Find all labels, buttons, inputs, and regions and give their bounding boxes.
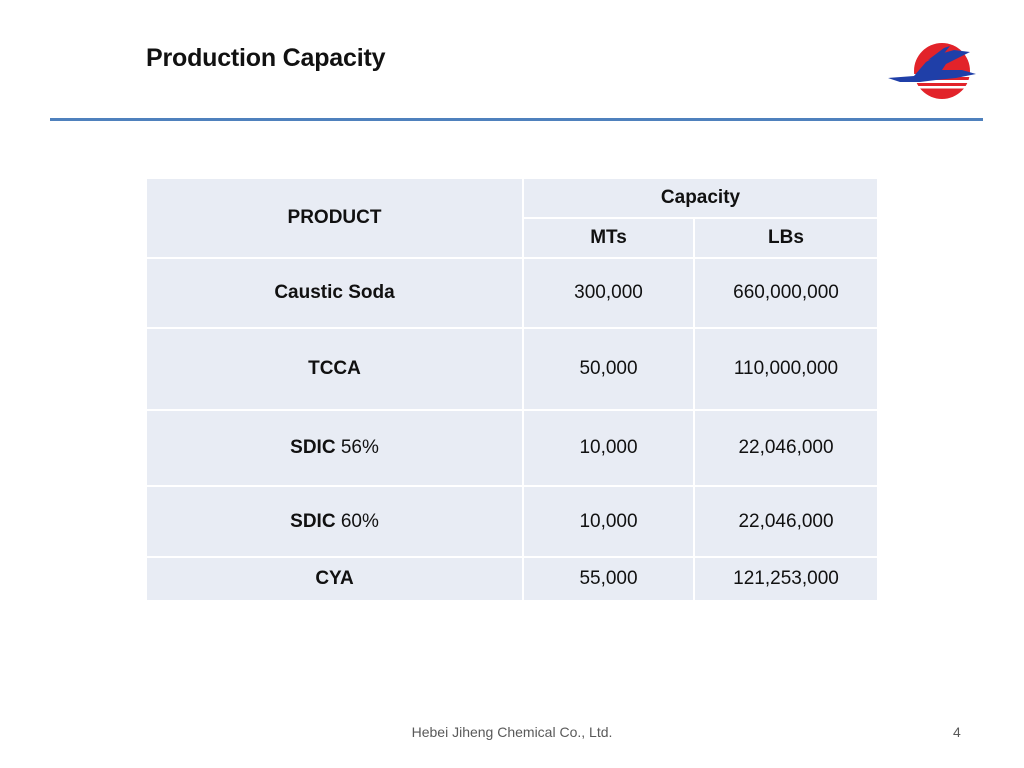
product-cell: Caustic Soda bbox=[145, 257, 524, 329]
lbs-cell: 22,046,000 bbox=[692, 485, 880, 558]
product-cell: SDIC 60% bbox=[145, 485, 524, 558]
product-name: Caustic Soda bbox=[274, 282, 395, 303]
footer-company: Hebei Jiheng Chemical Co., Ltd. bbox=[411, 724, 613, 740]
product-cell: TCCA bbox=[145, 327, 524, 411]
table-row: SDIC 60% 10,000 22,046,000 bbox=[145, 485, 880, 558]
table-row: TCCA 50,000 110,000,000 bbox=[145, 327, 880, 411]
table-row: SDIC 56% 10,000 22,046,000 bbox=[145, 409, 880, 487]
product-name: CYA bbox=[315, 568, 354, 589]
lbs-cell: 121,253,000 bbox=[692, 556, 880, 602]
table-row: CYA 55,000 121,253,000 bbox=[145, 556, 880, 602]
table-header-row: PRODUCT Capacity bbox=[145, 177, 880, 259]
product-suffix: 56% bbox=[335, 437, 379, 458]
table-subheader-row: MTs LBs bbox=[146, 217, 880, 259]
lbs-cell: 110,000,000 bbox=[692, 327, 880, 411]
mts-cell: 55,000 bbox=[522, 556, 695, 602]
title-divider bbox=[50, 118, 983, 121]
table-row: Caustic Soda 300,000 660,000,000 bbox=[145, 257, 880, 329]
product-name: TCCA bbox=[308, 358, 361, 379]
capacity-table-container: PRODUCT Capacity MTs LBs Caustic Soda 30… bbox=[145, 177, 880, 602]
header-product: PRODUCT bbox=[145, 177, 524, 259]
page-number: 4 bbox=[953, 724, 961, 740]
product-name: SDIC bbox=[290, 510, 336, 532]
lbs-cell: 22,046,000 bbox=[692, 409, 880, 487]
page-title: Production Capacity bbox=[146, 44, 386, 72]
product-cell: SDIC 56% bbox=[145, 409, 524, 487]
mts-cell: 50,000 bbox=[522, 327, 695, 411]
product-name: SDIC bbox=[290, 437, 336, 458]
mts-cell: 10,000 bbox=[522, 409, 695, 487]
capacity-table: PRODUCT Capacity MTs LBs Caustic Soda 30… bbox=[145, 177, 880, 602]
mts-cell: 300,000 bbox=[522, 257, 695, 329]
header-mts: MTs bbox=[522, 217, 695, 259]
header-capacity: Capacity bbox=[521, 177, 880, 219]
company-logo-icon bbox=[888, 43, 976, 99]
lbs-cell: 660,000,000 bbox=[692, 257, 880, 329]
header-lbs: LBs bbox=[692, 217, 880, 259]
mts-cell: 10,000 bbox=[522, 485, 695, 558]
product-suffix: 60% bbox=[335, 510, 379, 532]
product-cell: CYA bbox=[145, 556, 524, 602]
